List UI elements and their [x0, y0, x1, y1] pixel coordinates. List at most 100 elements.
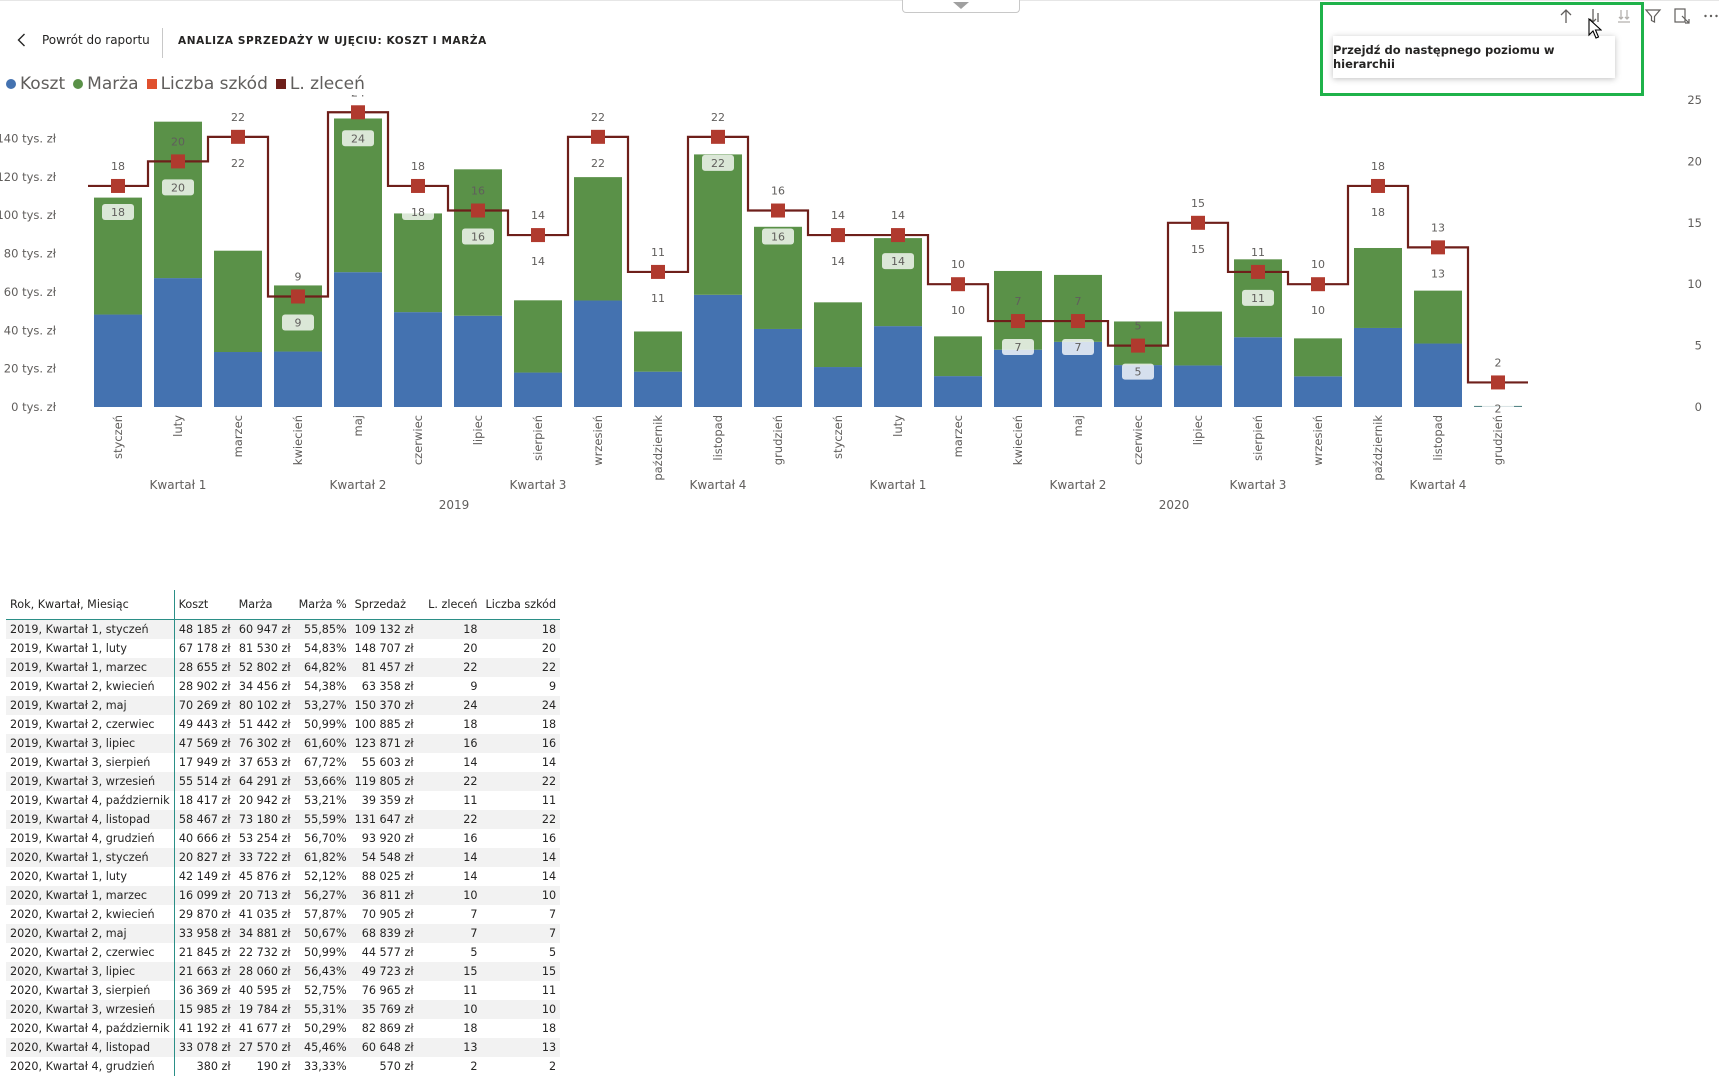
table-row[interactable]: 2019, Kwartał 2, czerwiec 49 443 zł 51 442… [6, 715, 560, 734]
table-row[interactable]: 2019, Kwartał 3, sierpień 17 949 zł 37 653… [6, 753, 560, 772]
data-label-liczba-szkod: 10 [1311, 304, 1325, 317]
data-label-bg [402, 203, 434, 220]
marker-l-zlecen [1251, 264, 1265, 279]
quarter-label: Kwartał 1 [150, 478, 207, 492]
value-cell: 60 648 zł [361, 1041, 414, 1054]
value-cell: 10 [463, 1003, 478, 1016]
drill-up-button[interactable] [1555, 5, 1577, 27]
data-label-l-zlecen: 11 [1251, 246, 1265, 259]
column-header[interactable]: Marża % [298, 598, 347, 611]
legend-item-marza[interactable]: Marża [73, 74, 139, 94]
data-label-bg [1002, 339, 1034, 356]
data-label-bg [642, 289, 674, 306]
column-header[interactable]: L. zleceń [428, 598, 478, 611]
table-row[interactable]: 2019, Kwartał 1, luty 67 178 zł 81 530 zł 5… [6, 639, 560, 658]
value-cell: 34 456 zł [238, 680, 291, 693]
value-cell: 15 [541, 965, 557, 978]
y-left-tick-label: 60 tys. zł [4, 285, 57, 299]
value-cell: 42 149 zł [178, 870, 231, 883]
table-row[interactable]: 2019, Kwartał 3, wrzesień 55 514 zł 64 291… [6, 772, 561, 791]
y-right-tick-label: 10 [1687, 277, 1702, 291]
table-row[interactable]: 2020, Kwartał 4, listopad 33 078 zł 27 570… [6, 1038, 561, 1057]
focus-mode-button[interactable] [1671, 5, 1693, 27]
data-label-l-zlecen: 16 [471, 185, 485, 198]
data-label-bg [762, 228, 794, 245]
value-cell: 50,99% [303, 718, 347, 731]
table-row[interactable]: 2020, Kwartał 3, sierpień 36 369 zł 40 595… [6, 981, 560, 1000]
bar-koszt [154, 278, 202, 407]
table-row[interactable]: 2020, Kwartał 1, styczeń 20 827 zł 33 722 … [6, 848, 561, 867]
bar-marza [874, 238, 922, 327]
bar-koszt [1174, 365, 1222, 407]
legend-label: Koszt [20, 74, 66, 94]
data-label-liczba-szkod: 10 [951, 304, 965, 317]
x-tick-label: sierpień [1251, 415, 1265, 461]
value-cell: 16 [541, 737, 557, 750]
legend-item-liczba-szkod[interactable]: Liczba szkód [146, 74, 268, 94]
data-label-liczba-szkod: 14 [531, 255, 545, 268]
x-tick-label: lipiec [1191, 415, 1205, 445]
expand-hierarchy-button[interactable] [1613, 5, 1635, 27]
value-cell: 67,72% [303, 756, 347, 769]
row-label-cell: 2019, Kwartał 3, wrzesień [6, 772, 175, 791]
table-row[interactable]: 2019, Kwartał 4, październik 18 417 zł 20 … [6, 791, 560, 810]
table-row[interactable]: 2019, Kwartał 2, kwiecień 28 902 zł 34 456… [6, 677, 560, 696]
value-cell: 52,75% [303, 984, 347, 997]
drill-up-icon [1560, 9, 1572, 23]
value-cell: 34 881 zł [238, 927, 291, 940]
marker-l-zlecen [291, 289, 305, 304]
x-tick-label: czerwiec [411, 415, 425, 465]
table-row[interactable]: 2020, Kwartał 4, październik 41 192 zł 41 … [6, 1019, 560, 1038]
data-label-bg [702, 154, 734, 171]
legend-label: Marża [87, 74, 139, 94]
column-header[interactable]: Marża [238, 598, 273, 611]
filter-pane-toggle[interactable] [902, 0, 1020, 13]
value-cell: 150 370 zł [354, 699, 414, 712]
more-options-button[interactable] [1700, 5, 1719, 27]
back-to-report-button[interactable]: Powrót do raportu [14, 32, 150, 48]
combo-chart[interactable]: 0 tys. zł 20 tys. zł 40 tys. zł 60 tys. zł 8… [0, 95, 1719, 565]
bar-koszt [574, 300, 622, 407]
table-row[interactable]: 2020, Kwartał 3, wrzesień 15 985 zł 19 784… [6, 1000, 561, 1019]
y-left-tick-label: 120 tys. zł [0, 170, 57, 184]
filter-button[interactable] [1642, 5, 1664, 27]
table-row[interactable]: 2020, Kwartał 4, grudzień 380 zł 190 zł 33,… [6, 1057, 560, 1076]
table-row[interactable]: 2019, Kwartał 1, marzec 28 655 zł 52 802 z… [6, 658, 561, 677]
data-label-liczba-szkod: 13 [1431, 267, 1445, 280]
y-left-tick-label: 80 tys. zł [4, 247, 57, 261]
table-row[interactable]: 2019, Kwartał 2, maj 70 269 zł 80 102 zł 53… [6, 696, 561, 715]
table-row[interactable]: 2019, Kwartał 1, styczeń 48 185 zł 60 947 … [6, 619, 561, 639]
table-row[interactable]: 2019, Kwartał 3, lipiec 47 569 zł 76 302 z… [6, 734, 561, 753]
value-cell: 19 784 zł [238, 1003, 291, 1016]
column-header[interactable]: Koszt [178, 598, 209, 611]
bar-koszt [274, 351, 322, 407]
column-header[interactable]: Rok, Kwartał, Miesiąc [6, 590, 175, 620]
value-cell: 119 805 zł [354, 775, 414, 788]
legend-item-koszt[interactable]: Koszt [6, 74, 65, 94]
table-row[interactable]: 2020, Kwartał 1, marzec 16 099 zł 20 713 z… [6, 886, 561, 905]
table-row[interactable]: 2020, Kwartał 2, kwiecień 29 870 zł 41 035… [6, 905, 560, 924]
mouse-cursor-icon [1588, 18, 1602, 39]
x-tick-label: kwiecień [291, 415, 305, 465]
table-row[interactable]: 2020, Kwartał 1, luty 42 149 zł 45 876 zł 5… [6, 867, 560, 886]
table-row[interactable]: 2019, Kwartał 4, grudzień 40 666 zł 53 254… [6, 829, 560, 848]
x-tick-label: sierpień [531, 415, 545, 461]
table-row[interactable]: 2020, Kwartał 2, maj 33 958 zł 34 881 zł 50… [6, 924, 561, 943]
data-label-liczba-szkod: 22 [711, 157, 725, 170]
y-left-tick-label: 40 tys. zł [4, 323, 57, 337]
table-row[interactable]: 2019, Kwartał 4, listopad 58 467 zł 73 180… [6, 810, 561, 829]
value-cell: 64 291 zł [238, 775, 291, 788]
table-row[interactable]: 2020, Kwartał 3, lipiec 21 663 zł 28 060 z… [6, 962, 561, 981]
bar-koszt [1354, 327, 1402, 407]
legend-item-l-zlecen[interactable]: L. zleceń [275, 74, 365, 94]
data-label-l-zlecen: 20 [171, 135, 185, 148]
column-header[interactable]: Liczba szkód [485, 598, 557, 611]
bar-marza [1174, 311, 1222, 366]
value-cell: 5 [470, 946, 478, 959]
value-cell: 54,38% [303, 680, 347, 693]
value-cell: 20 713 zł [238, 889, 291, 902]
row-label-cell: 2019, Kwartał 2, czerwiec [6, 715, 175, 734]
value-cell: 81 530 zł [238, 642, 291, 655]
table-row[interactable]: 2020, Kwartał 2, czerwiec 21 845 zł 22 732… [6, 943, 560, 962]
column-header[interactable]: Sprzedaż [354, 598, 407, 611]
